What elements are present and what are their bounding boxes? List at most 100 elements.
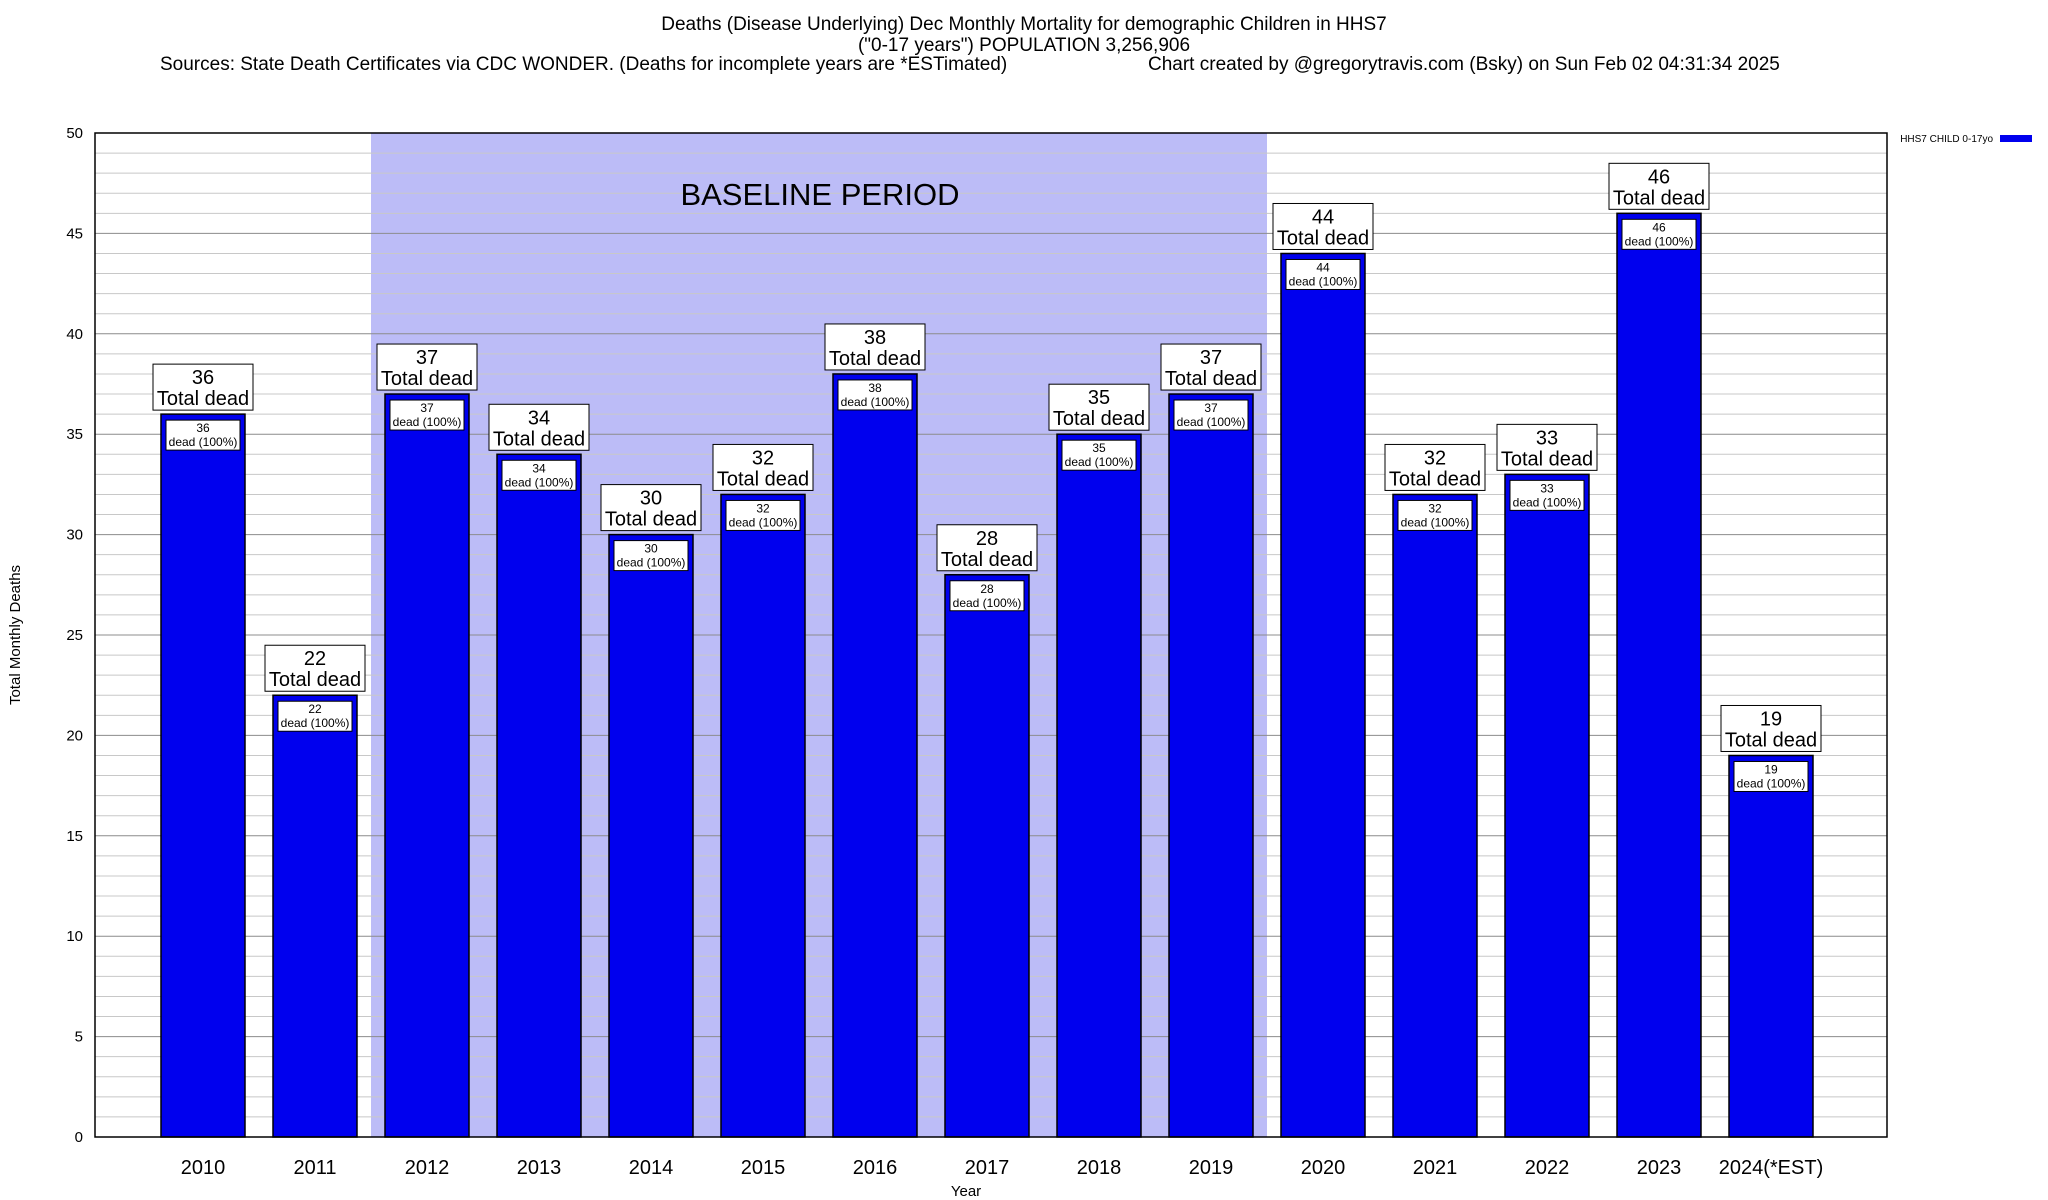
x-tick-label: 2021: [1413, 1157, 1458, 1179]
bar-total-label-box: [152, 363, 254, 411]
y-tick-label: 5: [75, 1029, 83, 1046]
bar-inner-value: 38: [868, 381, 882, 395]
bar: [944, 574, 1030, 1138]
bar: [832, 373, 918, 1138]
bar-inner-pct: dead (100%): [1625, 234, 1694, 248]
bar-inner-pct: dead (100%): [505, 475, 574, 489]
bar-inner-pct: dead (100%): [1401, 515, 1470, 529]
bar-total-label: Total dead: [941, 549, 1033, 571]
bar-inner-label-box: [501, 459, 577, 491]
y-axis-title: Total Monthly Deaths: [7, 565, 24, 705]
y-tick-label: 40: [66, 326, 83, 343]
x-tick-label: 2023: [1637, 1157, 1682, 1179]
y-tick-label: 20: [66, 727, 83, 744]
bar-inner-value: 33: [1540, 481, 1554, 495]
bar-total-label-box: [488, 403, 590, 451]
bar: [1616, 212, 1702, 1138]
bar-inner-value: 28: [980, 582, 994, 596]
bar-total-value: 32: [752, 447, 774, 469]
bar-total-label-box: [1272, 202, 1374, 250]
bar-inner-label-box: [277, 700, 353, 732]
baseline-period-label: BASELINE PERIOD: [680, 177, 959, 212]
legend-label: HHS7 CHILD 0-17yo: [1900, 134, 1993, 145]
bar-inner-pct: dead (100%): [841, 395, 910, 409]
bar-inner-pct: dead (100%): [1513, 495, 1582, 509]
bar-inner-value: 30: [644, 542, 658, 556]
bar-total-label-box: [824, 323, 926, 371]
bar: [1392, 493, 1478, 1138]
bar-inner-value: 22: [308, 702, 322, 716]
x-tick-label: 2016: [853, 1157, 898, 1179]
bar-total-label-box: [1384, 443, 1486, 491]
bar-inner-value: 19: [1764, 762, 1778, 776]
bar-inner-pct: dead (100%): [617, 556, 686, 570]
x-tick-label: 2013: [517, 1157, 562, 1179]
bar-total-label: Total dead: [1613, 187, 1705, 209]
bar-total-label: Total dead: [1165, 368, 1257, 390]
bar-inner-value: 32: [1428, 501, 1442, 515]
bar-inner-label-box: [837, 379, 913, 411]
bar-total-label: Total dead: [1725, 729, 1817, 751]
bar-total-label-box: [1496, 423, 1598, 471]
bar-inner-label-box: [1061, 439, 1137, 471]
bar-inner-pct: dead (100%): [729, 515, 798, 529]
bar: [1728, 754, 1814, 1138]
bar-inner-label-box: [165, 419, 241, 451]
bar-total-label: Total dead: [493, 428, 585, 450]
bar-total-value: 36: [192, 367, 214, 389]
bar-total-label-box: [1160, 343, 1262, 391]
legend-swatch: [2000, 135, 2032, 142]
bar: [608, 533, 694, 1138]
plot-border: [94, 132, 1888, 1138]
bar-total-label-box: [376, 343, 478, 391]
bar-total-label-box: [936, 524, 1038, 572]
bar-total-label: Total dead: [1053, 408, 1145, 430]
x-tick-label: 2020: [1301, 1157, 1346, 1179]
bar-total-label: Total dead: [269, 669, 361, 691]
bar: [720, 493, 806, 1138]
bar-total-label: Total dead: [381, 368, 473, 390]
bar-total-label: Total dead: [157, 388, 249, 410]
bar-total-value: 33: [1536, 427, 1558, 449]
y-tick-label: 10: [66, 928, 83, 945]
bar-total-label-box: [1608, 162, 1710, 210]
bar-inner-label-box: [1621, 218, 1697, 250]
bar: [1504, 473, 1590, 1138]
bar-inner-label-box: [1397, 499, 1473, 531]
bar-inner-value: 35: [1092, 441, 1106, 455]
bar-total-label: Total dead: [605, 509, 697, 531]
bar-inner-value: 32: [756, 501, 770, 515]
x-tick-label: 2018: [1077, 1157, 1122, 1179]
bar-total-value: 37: [416, 347, 438, 369]
bar-total-value: 32: [1424, 447, 1446, 469]
bar-total-label: Total dead: [1389, 468, 1481, 490]
bar-total-label: Total dead: [717, 468, 809, 490]
bar-total-value: 44: [1312, 206, 1334, 228]
bar-inner-pct: dead (100%): [393, 415, 462, 429]
bar-inner-pct: dead (100%): [281, 716, 350, 730]
bar-total-value: 37: [1200, 347, 1222, 369]
bar-inner-value: 37: [1204, 401, 1218, 415]
x-tick-label: 2019: [1189, 1157, 1234, 1179]
x-tick-label: 2017: [965, 1157, 1010, 1179]
y-tick-label: 45: [66, 225, 83, 242]
x-tick-label: 2012: [405, 1157, 450, 1179]
bar-total-label-box: [264, 644, 366, 692]
bar-inner-pct: dead (100%): [1065, 455, 1134, 469]
x-tick-label: 2015: [741, 1157, 786, 1179]
bar: [1056, 433, 1142, 1138]
y-tick-label: 25: [66, 627, 83, 644]
bar-total-label: Total dead: [1501, 448, 1593, 470]
bar-inner-pct: dead (100%): [1289, 274, 1358, 288]
bar-inner-label-box: [613, 540, 689, 572]
y-tick-label: 50: [66, 125, 83, 142]
bar-inner-value: 44: [1316, 260, 1330, 274]
bar-inner-value: 36: [196, 421, 210, 435]
bar-total-value: 35: [1088, 387, 1110, 409]
bar-total-value: 28: [976, 528, 998, 550]
bar-total-label: Total dead: [829, 348, 921, 370]
x-axis-title: Year: [951, 1183, 981, 1200]
chart-title: Deaths (Disease Underlying) Dec Monthly …: [661, 14, 1387, 35]
bar-inner-value: 34: [532, 461, 546, 475]
